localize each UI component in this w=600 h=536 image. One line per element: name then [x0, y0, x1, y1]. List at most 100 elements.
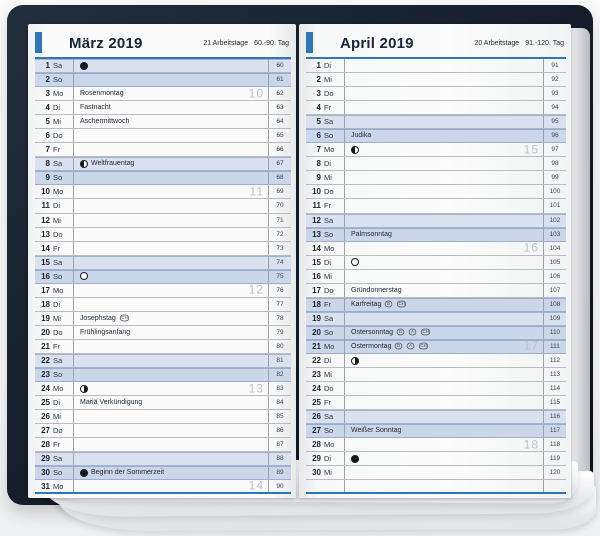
day-of-year: 76 — [276, 286, 284, 294]
moon-phase-new-icon — [80, 61, 88, 70]
weekday-abbr: Fr — [324, 398, 332, 408]
day-of-year: 74 — [276, 258, 284, 266]
day-of-year: 73 — [276, 244, 284, 252]
moon-phase-first-icon — [80, 159, 88, 168]
weekday-abbr: Do — [324, 285, 334, 295]
day-number: 7 — [45, 145, 50, 155]
day-of-year: 120 — [549, 469, 561, 477]
calendar-day-row: 27 Do 86 — [35, 424, 291, 439]
day-of-year: 99 — [551, 174, 559, 182]
day-of-year: 113 — [549, 371, 561, 379]
calendar-day-row: 31 Mo 14 90 — [35, 479, 291, 495]
day-of-year: 97 — [551, 146, 559, 154]
country-badge-d: D — [396, 329, 405, 336]
day-of-year: 60 — [276, 62, 284, 70]
day-number: 31 — [41, 481, 50, 491]
day-of-year: 94 — [551, 104, 559, 112]
workdays-label: 21 Arbeitstage — [203, 40, 249, 47]
calendar-day-row: 16 Mi 106 — [306, 269, 566, 284]
calendar-day-row: 13 Do 72 — [35, 227, 291, 242]
day-content-cell: Beginn der Sommerzeit — [73, 466, 269, 480]
event-label: Weltfrauentag — [91, 160, 135, 168]
day-number: 5 — [45, 117, 50, 127]
weekday-abbr: Do — [324, 89, 334, 99]
calendar-day-row: 7 Fr 66 — [35, 143, 291, 158]
day-number: 9 — [45, 173, 50, 183]
day-of-year: 101 — [549, 202, 561, 210]
country-badge-ch: CH — [119, 314, 130, 322]
day-number: 25 — [41, 398, 50, 408]
day-content-cell — [344, 382, 544, 396]
day-of-year: 61 — [276, 76, 284, 84]
day-content-cell: Palmsonntag — [344, 227, 544, 241]
weekday-abbr: Fr — [324, 103, 332, 113]
day-number: 7 — [316, 145, 321, 155]
day-content-cell — [73, 73, 269, 87]
calendar-day-row: 19 Mi Josephstag CH 78 — [35, 311, 291, 326]
calendar-day-row: 20 So Ostersonntag D A CH 110 — [306, 325, 566, 340]
day-content-cell — [73, 424, 269, 438]
weekday-abbr: Do — [324, 187, 334, 197]
day-of-year: 110 — [549, 328, 561, 336]
day-number: 1 — [45, 61, 50, 71]
day-number: 15 — [312, 257, 321, 267]
day-of-year: 109 — [549, 314, 561, 322]
day-of-year: 80 — [276, 342, 284, 350]
day-content-cell — [73, 199, 269, 213]
calendar-day-row: 9 So 68 — [35, 171, 291, 186]
day-number: 2 — [316, 75, 321, 85]
day-content-cell — [344, 101, 544, 115]
weekday-abbr: So — [53, 173, 63, 183]
day-number: 3 — [45, 89, 50, 99]
day-content-cell: 14 — [73, 479, 269, 493]
day-of-year: 119 — [549, 455, 561, 463]
weekday-abbr: Di — [53, 299, 61, 309]
day-number: 23 — [312, 370, 321, 380]
country-badge-ch: CH — [419, 343, 429, 350]
day-content-cell: 16 — [344, 241, 544, 255]
calendar-day-row: 13 So Palmsonntag 103 — [306, 227, 566, 242]
day-of-year: 90 — [276, 482, 284, 490]
calendar-day-row: 15 Sa 74 — [35, 255, 291, 270]
day-of-year: 96 — [551, 132, 559, 140]
day-number: 11 — [41, 201, 50, 211]
calendar-day-row: 27 So Weißer Sonntag 117 — [306, 424, 566, 439]
weekday-abbr: Di — [53, 201, 61, 211]
calendar-day-row: 3 Mo Rosenmontag 10 62 — [35, 86, 291, 102]
day-of-year: 72 — [276, 230, 284, 238]
calendar-day-row: 1 Sa 60 — [35, 59, 291, 74]
day-of-year: 92 — [551, 76, 559, 84]
day-content-cell: Josephstag CH — [73, 311, 269, 325]
weekday-abbr: So — [324, 327, 334, 337]
weekday-abbr: Mi — [324, 173, 332, 183]
day-of-year: 88 — [276, 455, 284, 463]
day-content-cell — [344, 353, 544, 368]
workdays-label: 20 Arbeitstage — [474, 40, 520, 47]
weekday-abbr: Fr — [53, 440, 61, 450]
calendar-day-row: 17 Mo 12 76 — [35, 283, 291, 298]
calendar-day-row: 5 Mi Aschermittwoch 64 — [35, 115, 291, 130]
calendar-day-row: 26 Sa 116 — [306, 410, 566, 425]
day-number: 19 — [312, 313, 321, 323]
day-content-cell — [73, 59, 269, 73]
day-number: 20 — [312, 327, 321, 337]
country-badge-d: D — [385, 300, 393, 308]
weekday-abbr: Fr — [53, 145, 61, 155]
calendar-day-row: 26 Mi 85 — [35, 410, 291, 425]
day-content-cell — [344, 87, 544, 101]
day-of-year: 83 — [276, 385, 284, 393]
weekday-abbr: Di — [53, 103, 61, 113]
day-content-cell: Aschermittwoch — [73, 115, 269, 129]
day-content-cell — [73, 269, 269, 283]
day-content-cell — [344, 199, 544, 213]
day-number: 11 — [312, 201, 321, 211]
weekday-abbr: Di — [53, 398, 61, 408]
day-of-year: 103 — [549, 230, 561, 238]
day-of-year: 106 — [549, 272, 561, 280]
calendar-day-row: 6 Do 65 — [35, 129, 291, 144]
day-of-year: 95 — [551, 118, 559, 126]
weekday-abbr: Sa — [53, 356, 63, 365]
day-content-cell — [73, 143, 269, 157]
weekday-abbr: So — [53, 468, 63, 478]
moon-phase-first-icon — [351, 145, 359, 154]
